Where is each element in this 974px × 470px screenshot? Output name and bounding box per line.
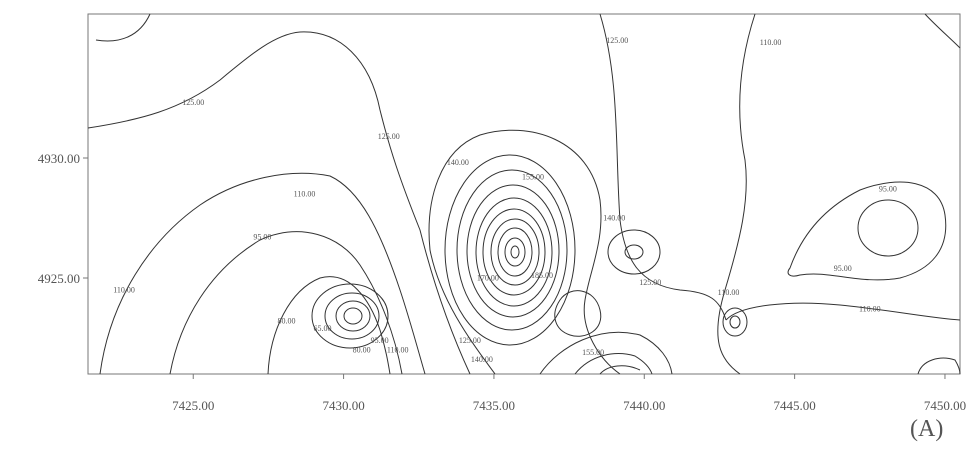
contour-label: 65.00 [314, 324, 332, 333]
contour-line [99, 172, 426, 375]
contour-labels: 125.00 125.00 125.00 110.00 140.00 155.00 140.… [113, 36, 897, 364]
x-tick-label: 7425.00 [172, 398, 214, 413]
contour-line [554, 290, 602, 337]
x-tick-label: 7435.00 [473, 398, 515, 413]
contour-label: 110.00 [760, 38, 782, 47]
contour-label: 80.00 [277, 317, 295, 326]
contour-label: 95.00 [879, 185, 897, 194]
contour-label: 95.00 [834, 264, 852, 273]
contour-label: 110.00 [387, 345, 409, 354]
contour-line [335, 300, 371, 332]
contour-label: 125.00 [182, 98, 204, 107]
contour-label: 95.00 [253, 233, 271, 242]
contour-line [95, 13, 151, 42]
contour-label: 125.00 [639, 278, 661, 287]
contour-line [482, 208, 546, 296]
contour-line [267, 276, 391, 375]
contour-line [717, 13, 756, 375]
contour-label: 110.00 [859, 305, 881, 314]
contour-line [574, 353, 653, 375]
contour-label: 155.00 [582, 348, 604, 357]
contour-label: 95.00 [371, 336, 389, 345]
contour-line [428, 129, 621, 375]
contour-label: 140.00 [447, 158, 469, 167]
contour-line [729, 315, 741, 329]
plot-area [87, 13, 961, 375]
contour-line [857, 199, 919, 257]
contour-label: 140.00 [603, 213, 625, 222]
contour-line [169, 231, 403, 375]
contour-line [917, 357, 961, 375]
contour-line [466, 184, 560, 318]
contour-label: 80.00 [353, 345, 371, 354]
contour-line [924, 13, 961, 49]
contour-line [504, 237, 526, 267]
contour-label: 185.00 [531, 271, 553, 280]
contour-line [510, 245, 520, 259]
contour-line [599, 365, 641, 375]
contour-line [490, 218, 540, 286]
contour-line [722, 307, 748, 337]
contour-line [725, 302, 961, 321]
contour-lines [87, 13, 961, 375]
contour-label: 110.00 [718, 288, 740, 297]
x-axis: 7425.00 7430.00 7435.00 7440.00 7445.00 7450.… [172, 374, 966, 413]
contour-line [324, 292, 380, 340]
contour-line [599, 13, 727, 321]
y-axis: 4925.00 4930.00 [38, 151, 88, 286]
y-tick-label: 4930.00 [38, 151, 80, 166]
contour-line [497, 227, 533, 277]
y-tick-label: 4925.00 [38, 271, 80, 286]
contour-label: 125.00 [378, 132, 400, 141]
contour-line [456, 169, 568, 331]
contour-line [787, 181, 947, 281]
contour-line [444, 154, 576, 346]
contour-label: 125.00 [606, 36, 628, 45]
x-tick-label: 7440.00 [623, 398, 665, 413]
x-tick-label: 7450.00 [924, 398, 966, 413]
contour-label: 140.00 [471, 355, 493, 364]
contour-line [343, 307, 363, 325]
x-tick-label: 7445.00 [773, 398, 815, 413]
contour-line [607, 229, 661, 275]
contour-line [311, 283, 389, 349]
x-tick-label: 7430.00 [322, 398, 364, 413]
contour-line [87, 31, 471, 375]
contour-label: 110.00 [113, 285, 135, 294]
contour-line [539, 331, 673, 375]
contour-label: 125.00 [459, 336, 481, 345]
contour-label: 155.00 [522, 173, 544, 182]
contour-line [624, 244, 644, 260]
panel-label: (A) [910, 416, 944, 442]
contour-label: 110.00 [294, 189, 316, 198]
contour-line [475, 197, 553, 307]
contour-label: 170.00 [477, 273, 499, 282]
